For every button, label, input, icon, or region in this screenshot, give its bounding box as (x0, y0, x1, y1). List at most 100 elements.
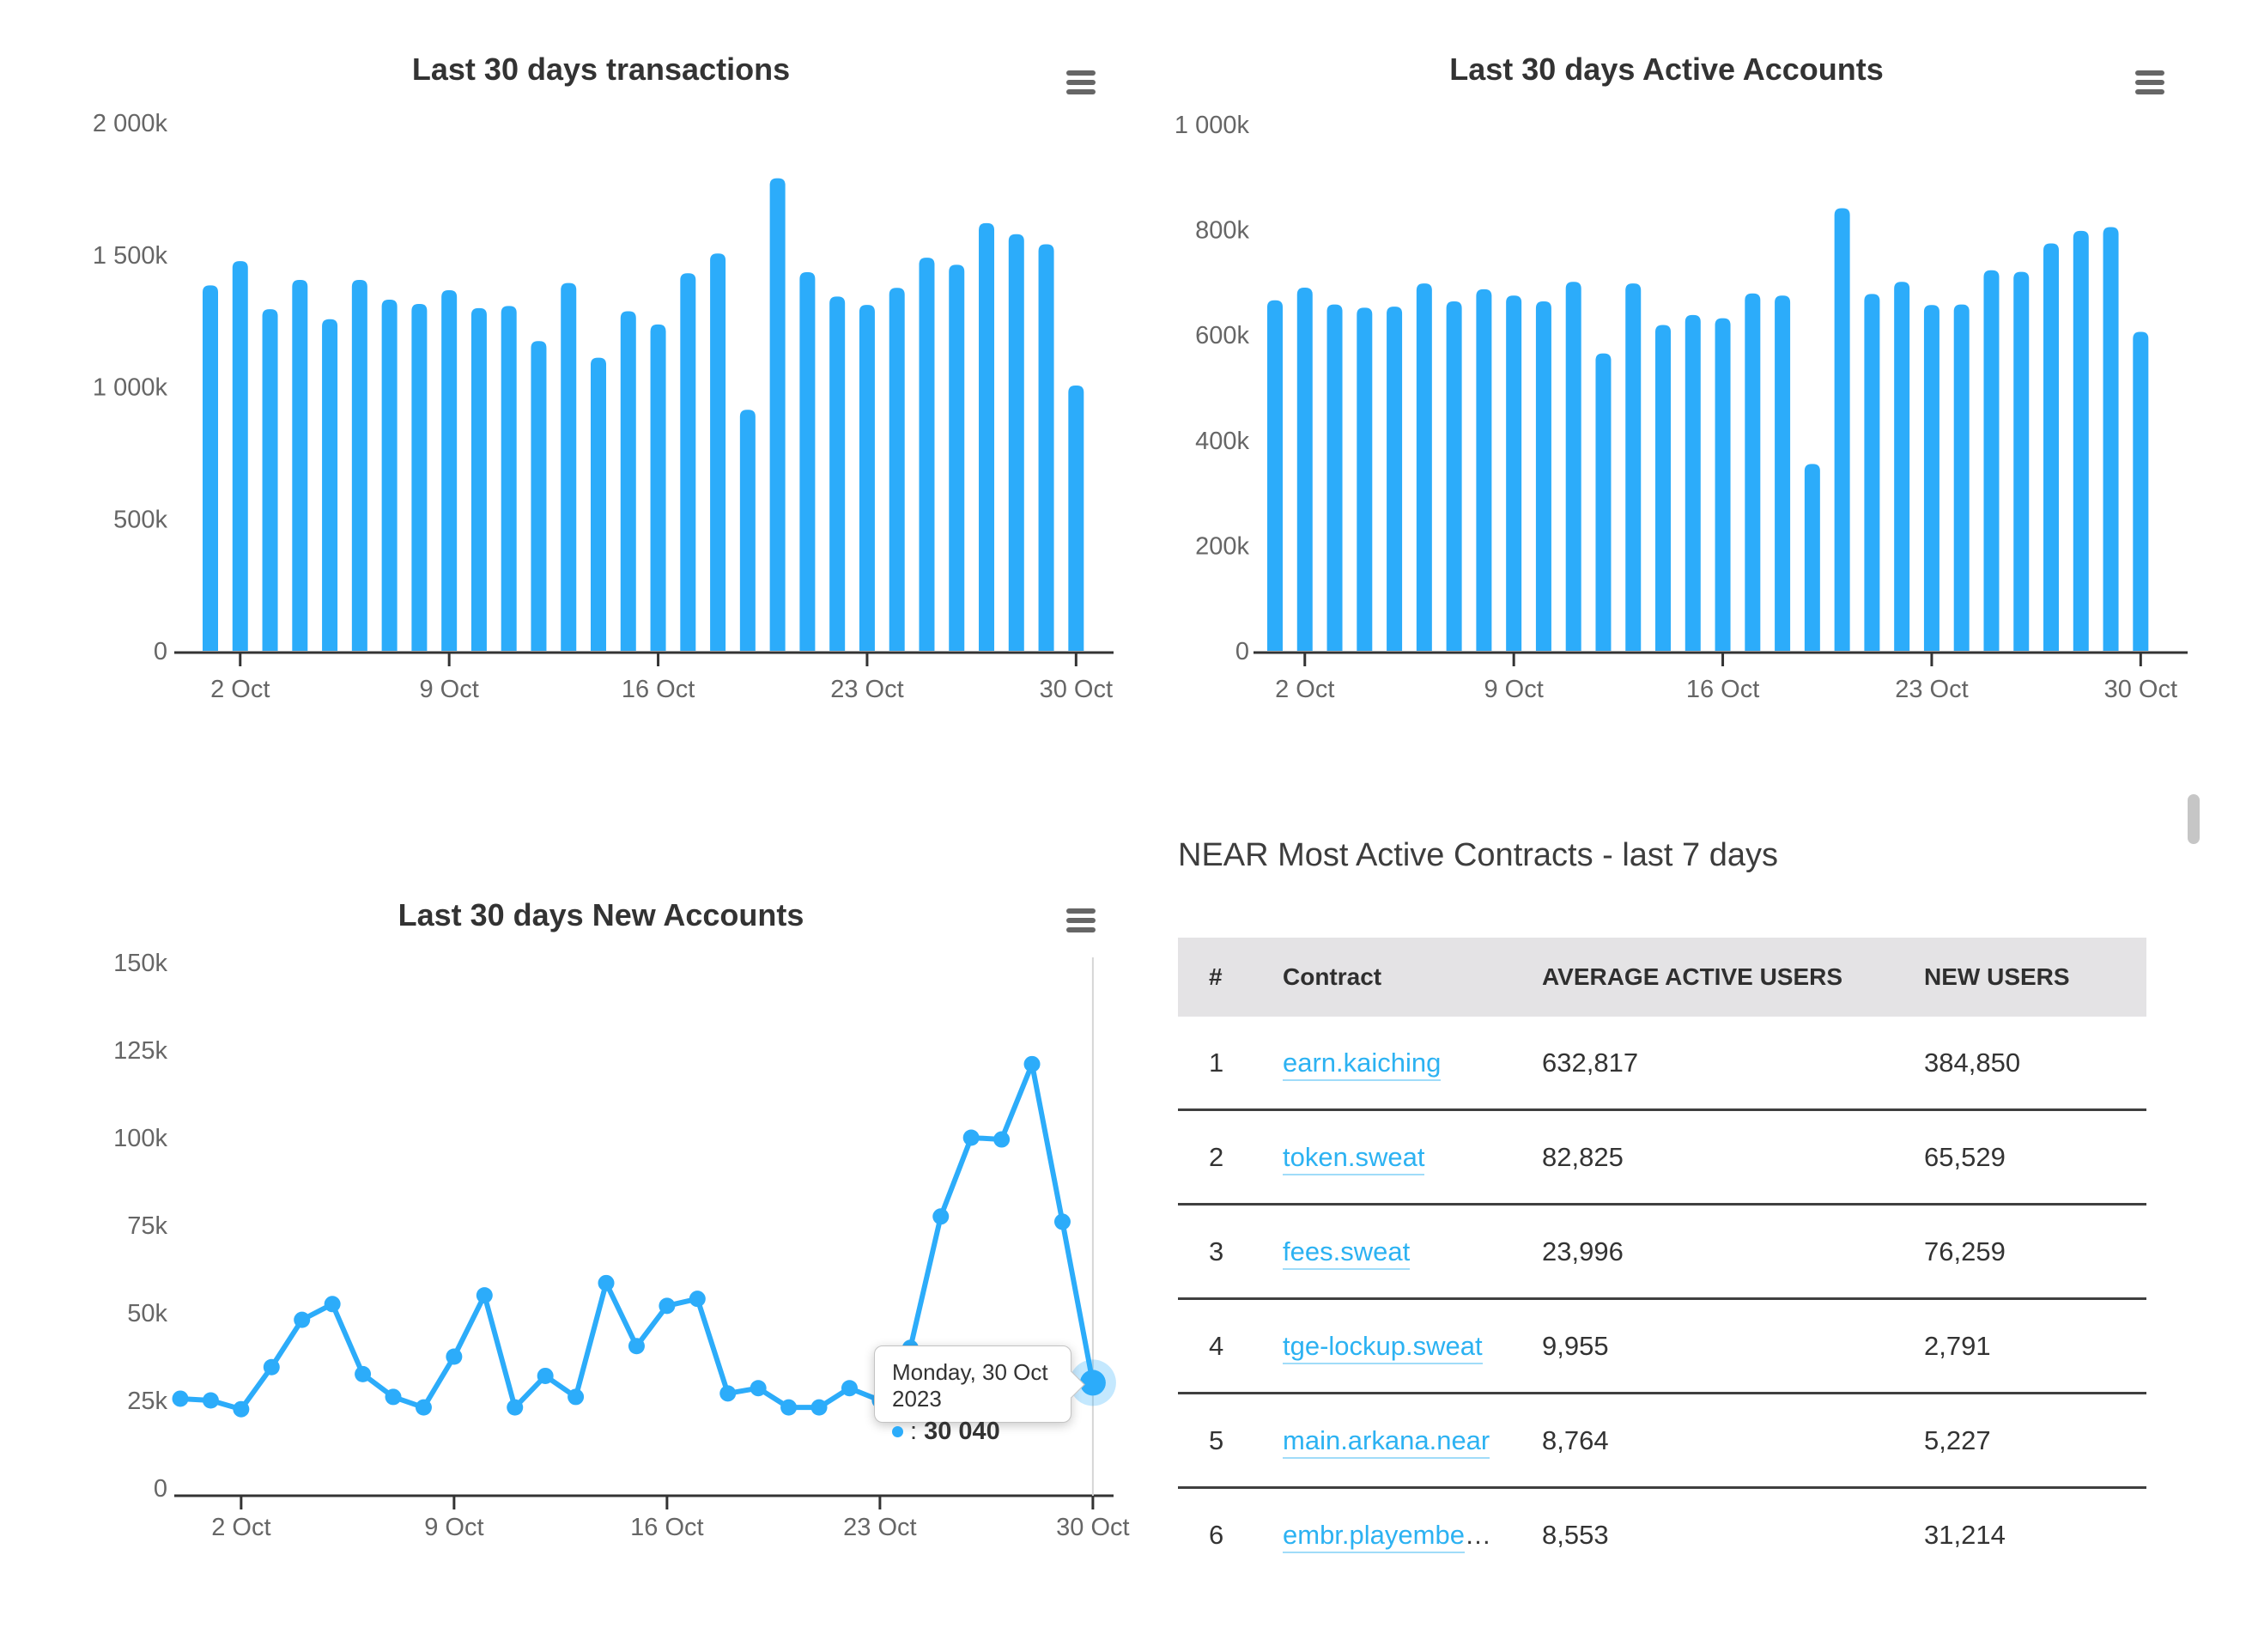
bar[interactable] (1625, 283, 1642, 651)
bar[interactable] (501, 306, 517, 651)
data-point[interactable] (568, 1388, 585, 1406)
data-point[interactable] (598, 1274, 615, 1291)
bar[interactable] (1296, 288, 1313, 651)
data-point[interactable] (962, 1129, 980, 1146)
bar[interactable] (1416, 283, 1432, 651)
bar[interactable] (739, 410, 756, 651)
bar[interactable] (531, 341, 547, 651)
bar[interactable] (561, 282, 577, 651)
data-point[interactable] (172, 1390, 189, 1407)
bar[interactable] (1834, 208, 1850, 652)
data-point[interactable] (202, 1392, 219, 1409)
bar[interactable] (710, 253, 726, 651)
hamburger-icon[interactable] (1066, 70, 1096, 94)
data-point[interactable] (932, 1208, 950, 1225)
hamburger-icon[interactable] (2135, 70, 2164, 94)
bar[interactable] (2013, 271, 2030, 651)
bar[interactable] (650, 324, 666, 651)
bar[interactable] (1267, 300, 1283, 651)
bar[interactable] (799, 272, 816, 651)
data-point[interactable] (780, 1399, 798, 1416)
data-point[interactable] (810, 1399, 828, 1416)
data-point[interactable] (750, 1380, 767, 1397)
data-point[interactable] (294, 1311, 311, 1328)
data-point[interactable] (415, 1399, 432, 1416)
bar[interactable] (1068, 385, 1084, 651)
contract-link[interactable]: main.arkana.near (1283, 1424, 1490, 1459)
scrollbar-thumb[interactable] (2188, 794, 2200, 844)
contract-link[interactable]: tge-lockup.sweat (1283, 1330, 1483, 1364)
data-point[interactable] (233, 1400, 250, 1418)
bar[interactable] (1745, 293, 1761, 651)
data-point[interactable] (993, 1131, 1011, 1148)
data-point[interactable] (719, 1385, 737, 1402)
data-point[interactable] (385, 1388, 402, 1406)
bar[interactable] (1565, 282, 1581, 651)
bar[interactable] (1326, 304, 1343, 651)
data-point[interactable] (355, 1365, 372, 1382)
bar[interactable] (1804, 464, 1820, 651)
bar[interactable] (1983, 270, 2000, 651)
data-point[interactable] (1053, 1213, 1071, 1230)
bar[interactable] (680, 273, 696, 651)
bar[interactable] (351, 279, 367, 651)
bar[interactable] (1775, 295, 1791, 651)
bar[interactable] (441, 289, 458, 651)
bar[interactable] (470, 307, 487, 651)
data-point[interactable] (324, 1296, 341, 1313)
bar[interactable] (829, 296, 846, 651)
bar[interactable] (292, 279, 308, 651)
bar[interactable] (1476, 288, 1492, 651)
bar[interactable] (1864, 294, 1880, 651)
bar[interactable] (2103, 227, 2119, 651)
active-accounts-bar-chart[interactable]: 1 000k 800k 600k 400k 200k 0 2 Oct 9 Oct 16 Oct 2… (1123, 0, 2246, 773)
bar[interactable] (2133, 331, 2149, 651)
new-accounts-line-chart[interactable]: 150k 125k 100k 75k 50k 25k 0 2 Oct 9 Oct 16 Oct 23… (0, 859, 1130, 1571)
bar[interactable] (1655, 325, 1672, 651)
selected-data-point[interactable] (1079, 1370, 1106, 1396)
bar[interactable] (1894, 282, 1910, 651)
contract-link[interactable]: token.sweat (1283, 1141, 1425, 1175)
bar[interactable] (591, 357, 607, 651)
bar[interactable] (1953, 304, 1970, 651)
bar[interactable] (2073, 230, 2089, 651)
bar[interactable] (1595, 353, 1612, 651)
bar[interactable] (949, 264, 965, 651)
bar[interactable] (1923, 305, 1939, 651)
bar[interactable] (919, 258, 935, 651)
data-point[interactable] (476, 1287, 493, 1304)
hamburger-icon[interactable] (1066, 908, 1096, 932)
data-point[interactable] (659, 1297, 676, 1315)
bar[interactable] (232, 261, 248, 651)
bar[interactable] (322, 319, 338, 651)
bar[interactable] (262, 309, 278, 651)
bar[interactable] (1357, 307, 1373, 651)
data-point[interactable] (263, 1358, 280, 1376)
contract-link[interactable]: fees.sweat (1283, 1236, 1411, 1270)
bar[interactable] (381, 300, 398, 651)
bar[interactable] (1506, 295, 1522, 651)
data-point[interactable] (689, 1291, 706, 1308)
bar[interactable] (859, 305, 875, 651)
bar[interactable] (1715, 318, 1731, 651)
bar[interactable] (620, 311, 636, 651)
bar[interactable] (979, 222, 995, 651)
bar[interactable] (1008, 234, 1024, 651)
transactions-bar-chart[interactable]: 2 000k 1 500k 1 000k 500k 0 2 Oct 9 Oct 16 Oct 2… (0, 0, 1123, 773)
data-point[interactable] (628, 1338, 645, 1355)
contract-link[interactable]: earn.kaiching (1283, 1047, 1442, 1081)
data-point[interactable] (1023, 1055, 1041, 1072)
bar[interactable] (1684, 314, 1701, 651)
data-point[interactable] (507, 1399, 524, 1416)
bar[interactable] (411, 303, 428, 651)
bar[interactable] (769, 178, 786, 651)
bar[interactable] (203, 285, 218, 651)
data-point[interactable] (841, 1380, 858, 1397)
data-point[interactable] (446, 1348, 463, 1365)
data-point[interactable] (537, 1367, 554, 1384)
bar[interactable] (2043, 243, 2060, 651)
bar[interactable] (889, 288, 905, 651)
contract-link[interactable]: embr.playembe (1283, 1519, 1465, 1553)
bar[interactable] (1535, 301, 1551, 651)
bar[interactable] (1387, 307, 1403, 651)
